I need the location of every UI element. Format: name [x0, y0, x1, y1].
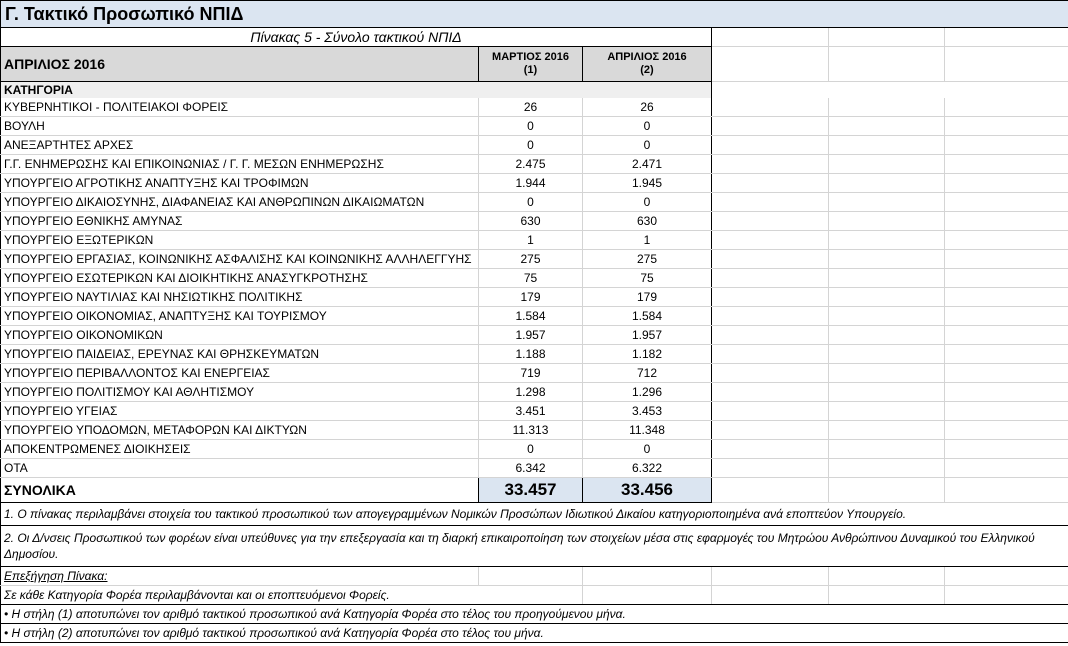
category-name: ΥΠΟΥΡΓΕΙΟ ΠΟΛΙΤΙΣΜΟΥ ΚΑΙ ΑΘΛΗΤΙΣΜΟΥ: [0, 382, 479, 402]
value-current-month: 0: [582, 192, 712, 212]
value-previous-month: 11.313: [478, 420, 583, 440]
total-previous-month: 33.457: [478, 477, 583, 503]
column-header-current: ΑΠΡΙΛΙΟΣ 2016 (2): [582, 46, 712, 82]
category-name: ΚΥΒΕΡΝΗΤΙΚΟΙ - ΠΟΛΙΤΕΙΑΚΟΙ ΦΟΡΕΙΣ: [0, 98, 479, 117]
total-current-month: 33.456: [582, 477, 712, 503]
table-row: ΑΝΕΞΑΡΤΗΤΕΣ ΑΡΧΕΣ 0 0: [0, 135, 1068, 155]
value-previous-month: 275: [478, 249, 583, 269]
value-previous-month: 26: [478, 98, 583, 117]
column-header-previous: ΜΑΡΤΙΟΣ 2016 (1): [478, 46, 583, 82]
explanation-heading: Επεξήγηση Πίνακα:: [0, 566, 479, 586]
table-row: ΥΠΟΥΡΓΕΙΟ ΥΠΟΔΟΜΩΝ, ΜΕΤΑΦΟΡΩΝ ΚΑΙ ΔΙΚΤΥΩ…: [0, 420, 1068, 440]
totals-row: ΣΥΝΟΛΙΚΑ 33.457 33.456: [0, 477, 1068, 503]
value-previous-month: 719: [478, 363, 583, 383]
value-current-month: 1.957: [582, 325, 712, 345]
table-row: Γ.Γ. ΕΝΗΜΕΡΩΣΗΣ ΚΑΙ ΕΠΙΚΟΙΝΩΝΙΑΣ / Γ. Γ.…: [0, 154, 1068, 174]
table-row: ΥΠΟΥΡΓΕΙΟ ΟΙΚΟΝΟΜΙΑΣ, ΑΝΑΠΤΥΞΗΣ ΚΑΙ ΤΟΥΡ…: [0, 306, 1068, 326]
value-current-month: 1.584: [582, 306, 712, 326]
note-2: 2. Οι Δ/νσεις Προσωπικού των φορέων είνα…: [0, 525, 1068, 567]
value-current-month: 275: [582, 249, 712, 269]
month-label: ΑΠΡΙΛΙΟΣ 2016: [0, 46, 479, 82]
note-1: 1. Ο πίνακας περιλαμβάνει στοιχεία του τ…: [0, 502, 1068, 526]
value-previous-month: 6.342: [478, 458, 583, 478]
table-row: ΥΠΟΥΡΓΕΙΟ ΔΙΚΑΙΟΣΥΝΗΣ, ΔΙΑΦΑΝΕΙΑΣ ΚΑΙ ΑΝ…: [0, 192, 1068, 212]
table-row: ΥΠΟΥΡΓΕΙΟ ΝΑΥΤΙΛΙΑΣ ΚΑΙ ΝΗΣΙΩΤΙΚΗΣ ΠΟΛΙΤ…: [0, 287, 1068, 307]
value-previous-month: 1.584: [478, 306, 583, 326]
value-previous-month: 2.475: [478, 154, 583, 174]
value-current-month: 2.471: [582, 154, 712, 174]
value-current-month: 0: [582, 116, 712, 136]
value-previous-month: 1.957: [478, 325, 583, 345]
value-previous-month: 1.944: [478, 173, 583, 193]
category-name: ΥΠΟΥΡΓΕΙΟ ΕΞΩΤΕΡΙΚΩΝ: [0, 230, 479, 250]
table-row: ΥΠΟΥΡΓΕΙΟ ΕΘΝΙΚΗΣ ΑΜΥΝΑΣ 630 630: [0, 211, 1068, 231]
explanation-3: • Η στήλη (2) αποτυπώνει τον αριθμό τακτ…: [0, 623, 1068, 643]
value-previous-month: 3.451: [478, 401, 583, 421]
table-subtitle: Πίνακας 5 - Σύνολο τακτικού ΝΠΙΔ: [0, 27, 712, 47]
table-row: ΥΠΟΥΡΓΕΙΟ ΠΑΙΔΕΙΑΣ, ΕΡΕΥΝΑΣ ΚΑΙ ΘΡΗΣΚΕΥΜ…: [0, 344, 1068, 364]
value-previous-month: 75: [478, 268, 583, 288]
table-row: ΚΥΒΕΡΝΗΤΙΚΟΙ - ΠΟΛΙΤΕΙΑΚΟΙ ΦΟΡΕΙΣ 26 26: [0, 98, 1068, 117]
value-current-month: 0: [582, 439, 712, 459]
value-previous-month: 0: [478, 192, 583, 212]
category-name: Γ.Γ. ΕΝΗΜΕΡΩΣΗΣ ΚΑΙ ΕΠΙΚΟΙΝΩΝΙΑΣ / Γ. Γ.…: [0, 154, 479, 174]
category-name: ΑΠΟΚΕΝΤΡΩΜΕΝΕΣ ΔΙΟΙΚΗΣΕΙΣ: [0, 439, 479, 459]
table-row: ΟΤΑ 6.342 6.322: [0, 458, 1068, 478]
category-name: ΥΠΟΥΡΓΕΙΟ ΔΙΚΑΙΟΣΥΝΗΣ, ΔΙΑΦΑΝΕΙΑΣ ΚΑΙ ΑΝ…: [0, 192, 479, 212]
value-current-month: 6.322: [582, 458, 712, 478]
value-previous-month: 1.298: [478, 382, 583, 402]
value-current-month: 1.945: [582, 173, 712, 193]
value-current-month: 1: [582, 230, 712, 250]
value-current-month: 712: [582, 363, 712, 383]
category-name: ΥΠΟΥΡΓΕΙΟ ΟΙΚΟΝΟΜΙΚΩΝ: [0, 325, 479, 345]
value-current-month: 26: [582, 98, 712, 117]
category-name: ΥΠΟΥΡΓΕΙΟ ΕΘΝΙΚΗΣ ΑΜΥΝΑΣ: [0, 211, 479, 231]
value-current-month: 75: [582, 268, 712, 288]
table-row: ΥΠΟΥΡΓΕΙΟ ΠΟΛΙΤΙΣΜΟΥ ΚΑΙ ΑΘΛΗΤΙΣΜΟΥ 1.298…: [0, 382, 1068, 402]
category-name: ΟΤΑ: [0, 458, 479, 478]
explanation-1: Σε κάθε Κατηγορία Φορέα περιλαμβάνονται …: [0, 585, 479, 605]
category-name: ΥΠΟΥΡΓΕΙΟ ΥΓΕΙΑΣ: [0, 401, 479, 421]
category-name: ΥΠΟΥΡΓΕΙΟ ΕΡΓΑΣΙΑΣ, ΚΟΙΝΩΝΙΚΗΣ ΑΣΦΑΛΙΣΗΣ…: [0, 249, 479, 269]
value-previous-month: 1.188: [478, 344, 583, 364]
value-current-month: 3.453: [582, 401, 712, 421]
value-previous-month: 179: [478, 287, 583, 307]
table-row: ΥΠΟΥΡΓΕΙΟ ΕΞΩΤΕΡΙΚΩΝ 1 1: [0, 230, 1068, 250]
category-name: ΥΠΟΥΡΓΕΙΟ ΝΑΥΤΙΛΙΑΣ ΚΑΙ ΝΗΣΙΩΤΙΚΗΣ ΠΟΛΙΤ…: [0, 287, 479, 307]
table-row: ΥΠΟΥΡΓΕΙΟ ΕΣΩΤΕΡΙΚΩΝ ΚΑΙ ΔΙΟΙΚΗΤΙΚΗΣ ΑΝΑ…: [0, 268, 1068, 288]
category-name: ΥΠΟΥΡΓΕΙΟ ΑΓΡΟΤΙΚΗΣ ΑΝΑΠΤΥΞΗΣ ΚΑΙ ΤΡΟΦΙΜ…: [0, 173, 479, 193]
value-current-month: 0: [582, 135, 712, 155]
value-current-month: 630: [582, 211, 712, 231]
category-header: ΚΑΤΗΓΟΡΙΑ: [0, 81, 479, 98]
value-previous-month: 0: [478, 116, 583, 136]
totals-label: ΣΥΝΟΛΙΚΑ: [0, 477, 479, 503]
category-name: ΑΝΕΞΑΡΤΗΤΕΣ ΑΡΧΕΣ: [0, 135, 479, 155]
page-title: Γ. Τακτικό Προσωπικό ΝΠΙΔ: [0, 0, 1068, 28]
table-row: ΥΠΟΥΡΓΕΙΟ ΥΓΕΙΑΣ 3.451 3.453: [0, 401, 1068, 421]
table-row: ΥΠΟΥΡΓΕΙΟ ΕΡΓΑΣΙΑΣ, ΚΟΙΝΩΝΙΚΗΣ ΑΣΦΑΛΙΣΗΣ…: [0, 249, 1068, 269]
table-row: ΑΠΟΚΕΝΤΡΩΜΕΝΕΣ ΔΙΟΙΚΗΣΕΙΣ 0 0: [0, 439, 1068, 459]
category-name: ΥΠΟΥΡΓΕΙΟ ΠΕΡΙΒΑΛΛΟΝΤΟΣ ΚΑΙ ΕΝΕΡΓΕΙΑΣ: [0, 363, 479, 383]
value-previous-month: 1: [478, 230, 583, 250]
category-name: ΥΠΟΥΡΓΕΙΟ ΠΑΙΔΕΙΑΣ, ΕΡΕΥΝΑΣ ΚΑΙ ΘΡΗΣΚΕΥΜ…: [0, 344, 479, 364]
value-current-month: 11.348: [582, 420, 712, 440]
value-current-month: 1.182: [582, 344, 712, 364]
category-name: ΥΠΟΥΡΓΕΙΟ ΕΣΩΤΕΡΙΚΩΝ ΚΑΙ ΔΙΟΙΚΗΤΙΚΗΣ ΑΝΑ…: [0, 268, 479, 288]
value-current-month: 1.296: [582, 382, 712, 402]
table-row: ΒΟΥΛΗ 0 0: [0, 116, 1068, 136]
category-name: ΥΠΟΥΡΓΕΙΟ ΥΠΟΔΟΜΩΝ, ΜΕΤΑΦΟΡΩΝ ΚΑΙ ΔΙΚΤΥΩ…: [0, 420, 479, 440]
value-previous-month: 630: [478, 211, 583, 231]
value-previous-month: 0: [478, 439, 583, 459]
category-name: ΒΟΥΛΗ: [0, 116, 479, 136]
explanation-2: • Η στήλη (1) αποτυπώνει τον αριθμό τακτ…: [0, 604, 1068, 624]
table-row: ΥΠΟΥΡΓΕΙΟ ΠΕΡΙΒΑΛΛΟΝΤΟΣ ΚΑΙ ΕΝΕΡΓΕΙΑΣ 719…: [0, 363, 1068, 383]
value-current-month: 179: [582, 287, 712, 307]
category-name: ΥΠΟΥΡΓΕΙΟ ΟΙΚΟΝΟΜΙΑΣ, ΑΝΑΠΤΥΞΗΣ ΚΑΙ ΤΟΥΡ…: [0, 306, 479, 326]
value-previous-month: 0: [478, 135, 583, 155]
table-row: ΥΠΟΥΡΓΕΙΟ ΟΙΚΟΝΟΜΙΚΩΝ 1.957 1.957: [0, 325, 1068, 345]
table-row: ΥΠΟΥΡΓΕΙΟ ΑΓΡΟΤΙΚΗΣ ΑΝΑΠΤΥΞΗΣ ΚΑΙ ΤΡΟΦΙΜ…: [0, 173, 1068, 193]
